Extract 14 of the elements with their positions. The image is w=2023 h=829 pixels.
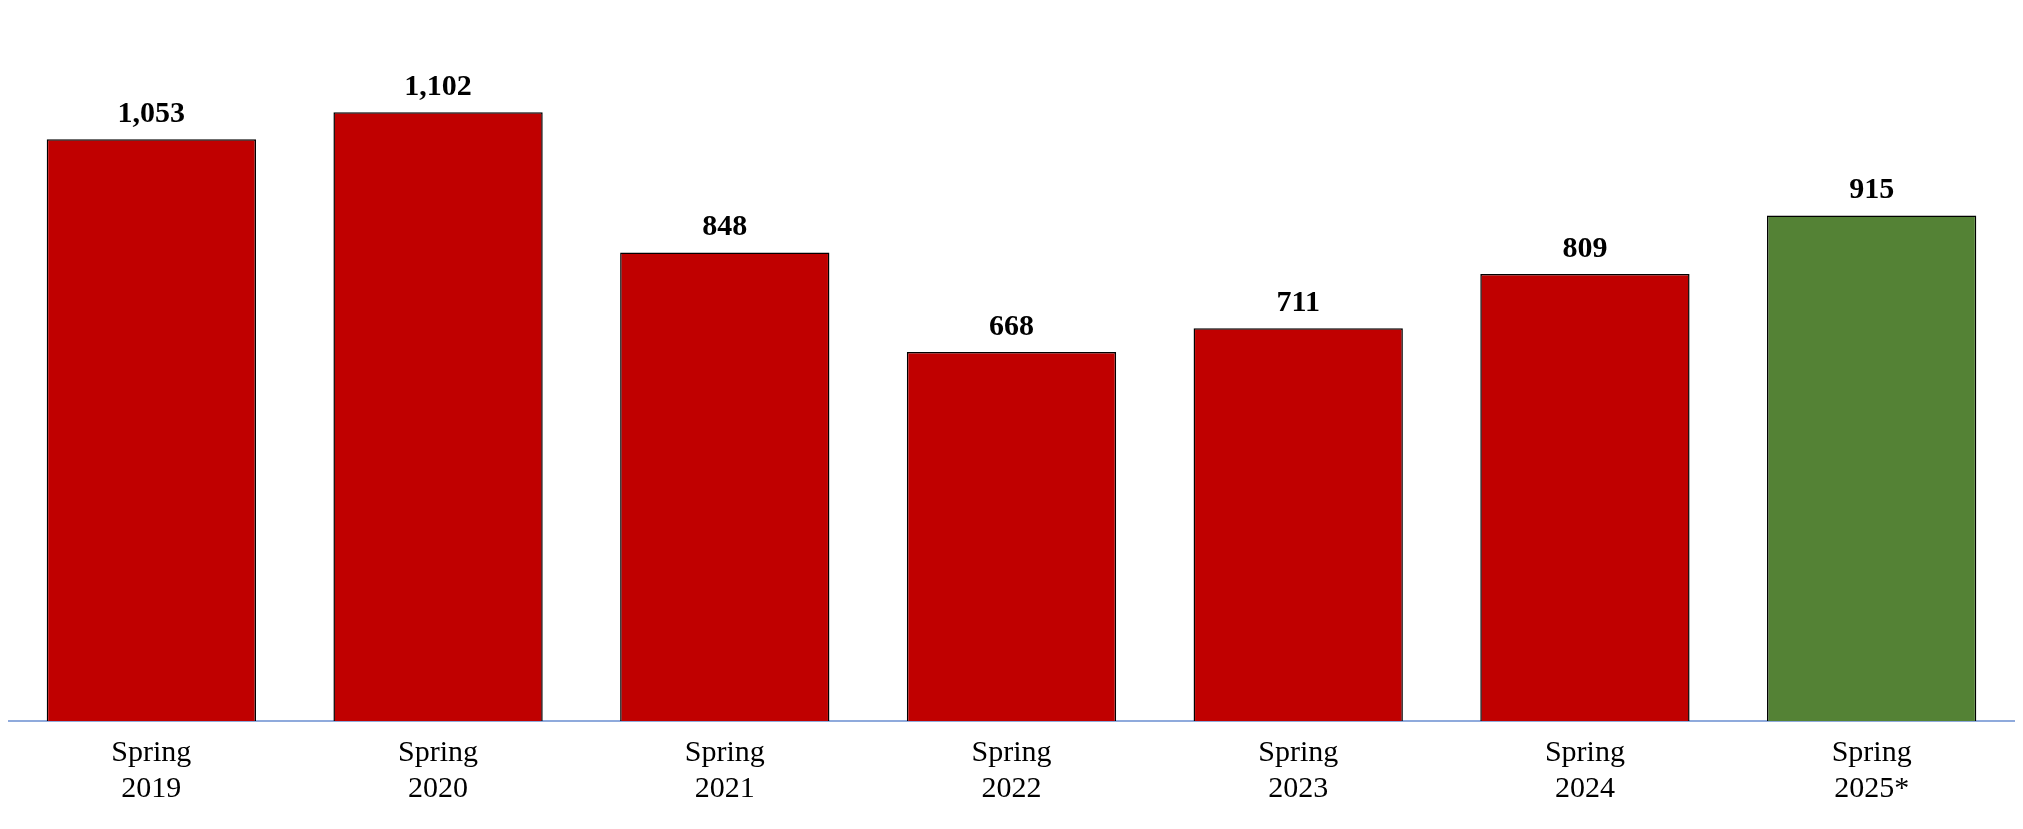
data-label: 848 xyxy=(702,208,748,242)
x-tick-label: Spring 2022 xyxy=(971,733,1052,803)
x-tick-label: Spring 2019 xyxy=(111,733,192,803)
x-tick-label: Spring 2023 xyxy=(1258,733,1339,803)
x-tick-label: Spring 2025* xyxy=(1831,733,1912,803)
x-tick-label: Spring 2020 xyxy=(398,733,479,803)
data-label: 1,053 xyxy=(117,94,186,128)
data-label: 809 xyxy=(1562,229,1608,263)
data-label: 915 xyxy=(1849,171,1895,205)
x-tick-label: Spring 2021 xyxy=(684,733,765,803)
x-tick-label: Spring 2024 xyxy=(1544,733,1625,803)
data-label: 711 xyxy=(1276,283,1320,317)
data-label: 668 xyxy=(989,307,1034,341)
data-label: 1,102 xyxy=(404,67,472,101)
